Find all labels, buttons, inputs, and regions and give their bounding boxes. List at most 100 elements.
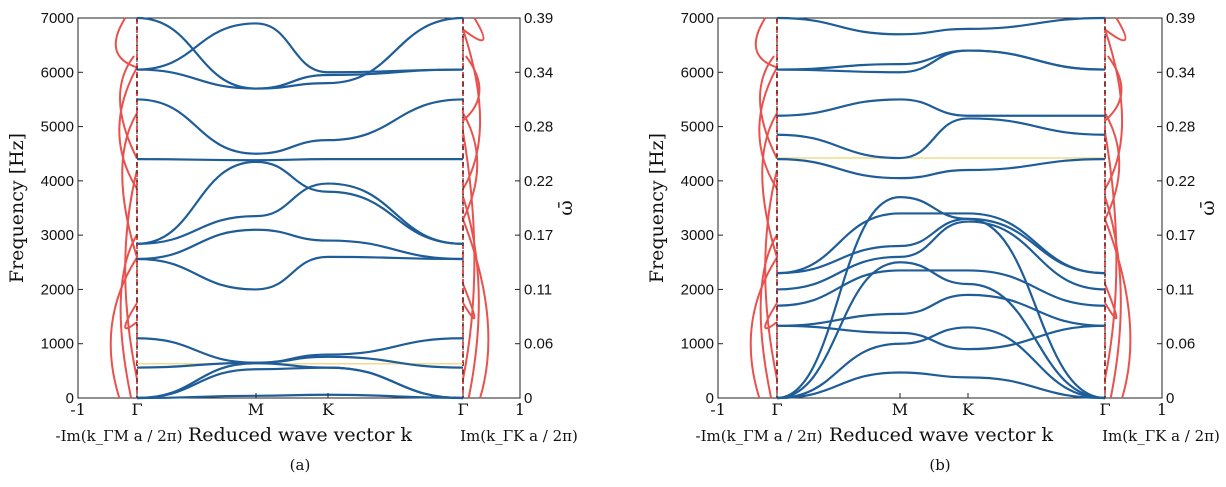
ytick-right-label: 0.28 [1166, 119, 1195, 136]
band-series-8 [136, 160, 464, 245]
band-series-13 [136, 22, 464, 74]
ytick-left-label: 4000 [41, 173, 74, 190]
ytick-left-label: 5000 [41, 119, 74, 136]
band-series-0 [776, 371, 1106, 400]
ytick-right-label: 0.22 [1166, 173, 1195, 190]
band-series-8 [776, 217, 1106, 275]
ytick-right-label: 0.22 [524, 173, 553, 190]
ytick-right-label: 0 [524, 390, 532, 407]
band-series-4 [136, 337, 464, 364]
imaginary-branch-left [109, 256, 138, 399]
imaginary-branch-right [1104, 29, 1124, 190]
x-axis-left-label: -Im(k_ΓM a / 2π) [696, 427, 823, 445]
xtick-label: 1 [1157, 400, 1167, 419]
ytick-right-label: 0.17 [1166, 227, 1195, 244]
band-series-11 [136, 68, 464, 90]
ytick-left-label: 6000 [681, 64, 714, 81]
imaginary-branch-left [121, 112, 138, 258]
imaginary-branch-right [1104, 219, 1132, 399]
ytick-right-label: 0.28 [524, 119, 553, 136]
imaginary-branch-left [754, 17, 778, 69]
ytick-right-label: 0.17 [524, 227, 553, 244]
band-series-0 [136, 393, 464, 400]
imaginary-branch-right [462, 55, 481, 122]
panel-caption: (a) [290, 456, 311, 474]
imaginary-branch-right [1104, 17, 1127, 42]
x-axis-right-label: Im(k_ΓK a / 2π) [1102, 427, 1220, 445]
band-series-11 [776, 117, 1106, 160]
xtick-label: K [322, 400, 335, 419]
plot-frame [77, 17, 521, 399]
band-series-14 [776, 49, 1106, 71]
imaginary-branch-right [1104, 112, 1121, 220]
y-axis-left-label: Frequency [Hz] [646, 133, 668, 283]
imaginary-branch-right [462, 131, 476, 380]
ytick-left-label: 7000 [41, 10, 74, 27]
ytick-right-label: 0.11 [524, 281, 552, 298]
xtick-label: Γ [1099, 400, 1110, 419]
imaginary-branch-right [1104, 55, 1123, 122]
xtick-label: M [248, 400, 264, 419]
ytick-right-label: 0.34 [1166, 64, 1195, 81]
ytick-right-label: 0.39 [1166, 10, 1195, 27]
band-series-7 [776, 220, 1106, 291]
imaginary-branch-right [1104, 196, 1122, 399]
ytick-left-label: 7000 [681, 10, 714, 27]
ytick-right-label: 0.34 [524, 64, 553, 81]
ytick-left-label: 5000 [681, 119, 714, 136]
band-series-7 [136, 182, 464, 245]
imaginary-branch-right [462, 112, 479, 220]
imaginary-branch-right [462, 17, 485, 42]
imaginary-branch-left [124, 169, 138, 380]
ytick-left-label: 1000 [41, 336, 74, 353]
imaginary-branch-left [759, 234, 778, 399]
imaginary-branch-right [462, 219, 490, 399]
imaginary-branch-right [462, 196, 480, 399]
ytick-left-label: 3000 [681, 227, 714, 244]
imaginary-branch-left [118, 66, 138, 190]
band-series-1 [136, 366, 464, 400]
xtick-label: -1 [710, 400, 726, 419]
band-series-10 [136, 98, 464, 155]
imaginary-branch-left [759, 55, 778, 160]
ytick-right-label: 0.39 [524, 10, 553, 27]
ytick-left-label: 2000 [41, 281, 74, 298]
ytick-left-label: 4000 [681, 173, 714, 190]
band-series-9 [776, 212, 1106, 275]
band-series-9 [136, 158, 464, 162]
ytick-left-label: 0 [706, 390, 714, 407]
xtick-label: 1 [515, 400, 525, 419]
ytick-right-label: 0.06 [524, 336, 553, 353]
band-series-3 [136, 355, 464, 369]
band-series-5 [776, 293, 1106, 327]
band-series-1 [776, 326, 1106, 400]
panel-b: 0 1000 2000 3000 4000 5000 6000 7000 0 0.06 0.11 0.… [646, 10, 1220, 474]
xtick-label: -1 [70, 400, 86, 419]
band-series-2 [136, 362, 464, 400]
imaginary-branch-left [749, 256, 778, 399]
ytick-right-label: 0.11 [1166, 281, 1194, 298]
imaginary-branch-right [462, 283, 476, 320]
ytick-left-label: 6000 [41, 64, 74, 81]
band-series-5 [136, 255, 464, 291]
imaginary-branch-left [124, 302, 138, 330]
plot-frame [717, 17, 1163, 399]
x-axis-left-label: -Im(k_ΓM a / 2π) [56, 427, 183, 445]
band-series-6 [136, 228, 464, 261]
imaginary-branch-left [119, 234, 138, 399]
imaginary-branch-right [462, 29, 482, 190]
ytick-left-label: 3000 [41, 227, 74, 244]
ytick-left-label: 2000 [681, 281, 714, 298]
x-axis-label: Reduced wave vector k [829, 424, 1053, 446]
imaginary-branch-left [764, 169, 778, 380]
xtick-label: M [892, 400, 908, 419]
ytick-left-label: 0 [66, 390, 74, 407]
band-series-6 [776, 269, 1106, 307]
ytick-right-label: 0.06 [1166, 336, 1195, 353]
band-series-12 [776, 98, 1105, 117]
xtick-label: Γ [771, 400, 782, 419]
xtick-label: Γ [131, 400, 142, 419]
band-series-4 [776, 324, 1106, 351]
xtick-label: Γ [457, 400, 468, 419]
band-series-10 [776, 158, 1106, 180]
